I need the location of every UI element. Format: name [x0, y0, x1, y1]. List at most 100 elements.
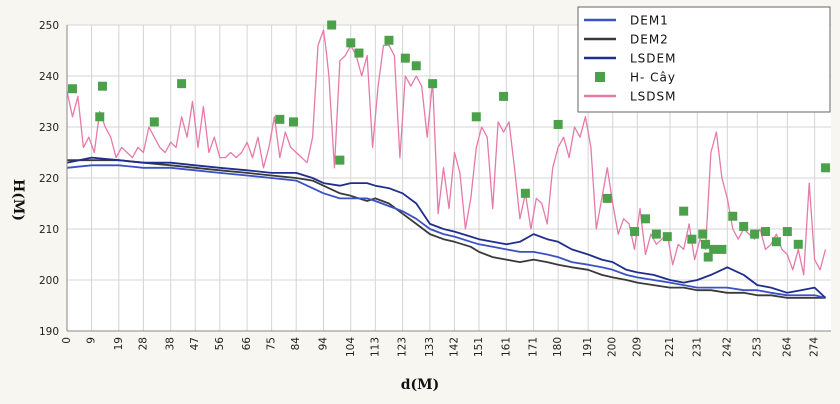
point-h-c-y	[793, 239, 803, 249]
series-layer	[66, 20, 831, 299]
x-tick-label: 242	[721, 337, 733, 357]
point-h-c-y	[640, 214, 650, 224]
legend-label: LSDEM	[630, 52, 676, 66]
legend-marker	[595, 72, 605, 82]
legend-item-lsdem: LSDEM	[584, 52, 676, 66]
point-h-c-y	[553, 119, 563, 129]
point-h-c-y	[400, 53, 410, 63]
x-tick-label: 56	[214, 337, 226, 351]
x-tick-label: 161	[500, 337, 512, 357]
x-tick-label: 123	[397, 337, 409, 357]
point-h-c-y	[354, 48, 364, 58]
point-h-c-y	[679, 206, 689, 216]
point-h-c-y	[335, 155, 345, 165]
point-h-c-y	[750, 229, 760, 239]
legend-label: DEM2	[630, 33, 669, 47]
point-h-c-y	[630, 227, 640, 237]
y-axis-title: H(M)	[10, 179, 26, 221]
point-h-c-y	[288, 117, 298, 127]
x-tick-label: 274	[809, 337, 821, 357]
point-h-c-y	[471, 112, 481, 122]
legend-label: LSDSM	[630, 90, 677, 104]
y-tick-label: 190	[39, 326, 59, 338]
x-tick-label: 209	[631, 337, 643, 357]
legend-item-h-c-y: H- Cây	[595, 71, 676, 85]
x-tick-label: 151	[473, 337, 485, 357]
point-h-c-y	[520, 188, 530, 198]
series-line-lsdsm	[66, 29, 827, 276]
x-tick-label: 104	[345, 337, 357, 357]
x-tick-label: 47	[189, 337, 201, 350]
x-tick-label: 0	[61, 337, 73, 344]
point-h-c-y	[149, 117, 159, 127]
series-line-dem2	[67, 159, 826, 299]
point-h-c-y	[602, 193, 612, 203]
legend: DEM1 DEM2 LSDEM H- Cây LSDSM	[577, 6, 831, 113]
x-tick-label: 264	[781, 337, 793, 357]
legend-label: H- Cây	[630, 71, 676, 85]
x-tick-label: 171	[528, 337, 540, 357]
point-h-c-y	[700, 239, 710, 249]
x-tick-label: 66	[241, 337, 253, 351]
y-tick-labels: 190 200 210 220 230 240 250	[39, 20, 59, 338]
x-tick-labels: 0 9 19 28 38 47 56 66 75 84 94 104 113 123 133 142 151 16…	[61, 337, 821, 357]
x-tick-label: 19	[113, 337, 125, 350]
series-line-lsdem	[66, 156, 827, 299]
x-tick-label: 253	[751, 337, 763, 357]
x-tick-label: 200	[607, 337, 619, 357]
x-tick-label: 84	[290, 337, 302, 351]
x-tick-label: 221	[664, 337, 676, 357]
legend-label: DEM1	[630, 14, 669, 28]
point-h-c-y	[662, 232, 672, 242]
point-h-c-y	[771, 237, 781, 247]
y-tick-label: 240	[39, 71, 59, 83]
x-tick-label: 28	[137, 337, 149, 350]
point-h-c-y	[687, 234, 697, 244]
point-h-c-y	[499, 91, 509, 101]
x-tick-label: 133	[424, 337, 436, 357]
x-tick-label: 75	[266, 337, 278, 350]
legend-item-lsdsm: LSDSM	[584, 90, 677, 104]
y-tick-label: 210	[39, 224, 59, 236]
y-tick-label: 200	[39, 275, 59, 287]
point-h-c-y	[384, 35, 394, 45]
x-tick-label: 113	[369, 337, 381, 357]
legend-item-dem2: DEM2	[584, 33, 669, 47]
point-h-c-y	[177, 79, 187, 89]
point-h-c-y	[651, 229, 661, 239]
point-h-c-y	[327, 20, 337, 30]
point-h-c-y	[411, 61, 421, 71]
gridlines	[66, 24, 831, 332]
y-tick-label: 250	[39, 20, 59, 32]
legend-box	[577, 6, 831, 113]
point-h-c-y	[67, 84, 77, 94]
x-tick-label: 180	[552, 337, 564, 357]
point-h-c-y	[97, 81, 107, 91]
point-h-c-y	[709, 244, 719, 254]
point-h-c-y	[761, 227, 771, 237]
x-tick-label: 38	[165, 337, 177, 350]
series-line-dem1	[66, 164, 826, 299]
x-tick-label: 231	[691, 337, 703, 357]
point-h-c-y	[821, 163, 831, 173]
point-h-c-y	[275, 114, 285, 124]
point-h-c-y	[728, 211, 738, 221]
x-axis-title: d(M)	[401, 377, 440, 393]
point-h-c-y	[428, 79, 438, 89]
series-h-c-y	[67, 20, 831, 262]
y-tick-label: 220	[39, 173, 59, 185]
x-tick-label: 9	[86, 337, 98, 344]
point-h-c-y	[346, 38, 356, 48]
x-tick-label: 191	[582, 337, 594, 357]
point-h-c-y	[95, 112, 105, 122]
x-tick-label: 94	[317, 337, 329, 351]
point-h-c-y	[717, 244, 727, 254]
x-tick-label: 142	[448, 337, 460, 357]
point-h-c-y	[782, 227, 792, 237]
y-tick-label: 230	[39, 122, 59, 134]
point-h-c-y	[739, 221, 749, 231]
point-h-c-y	[703, 252, 713, 262]
point-h-c-y	[698, 229, 708, 239]
